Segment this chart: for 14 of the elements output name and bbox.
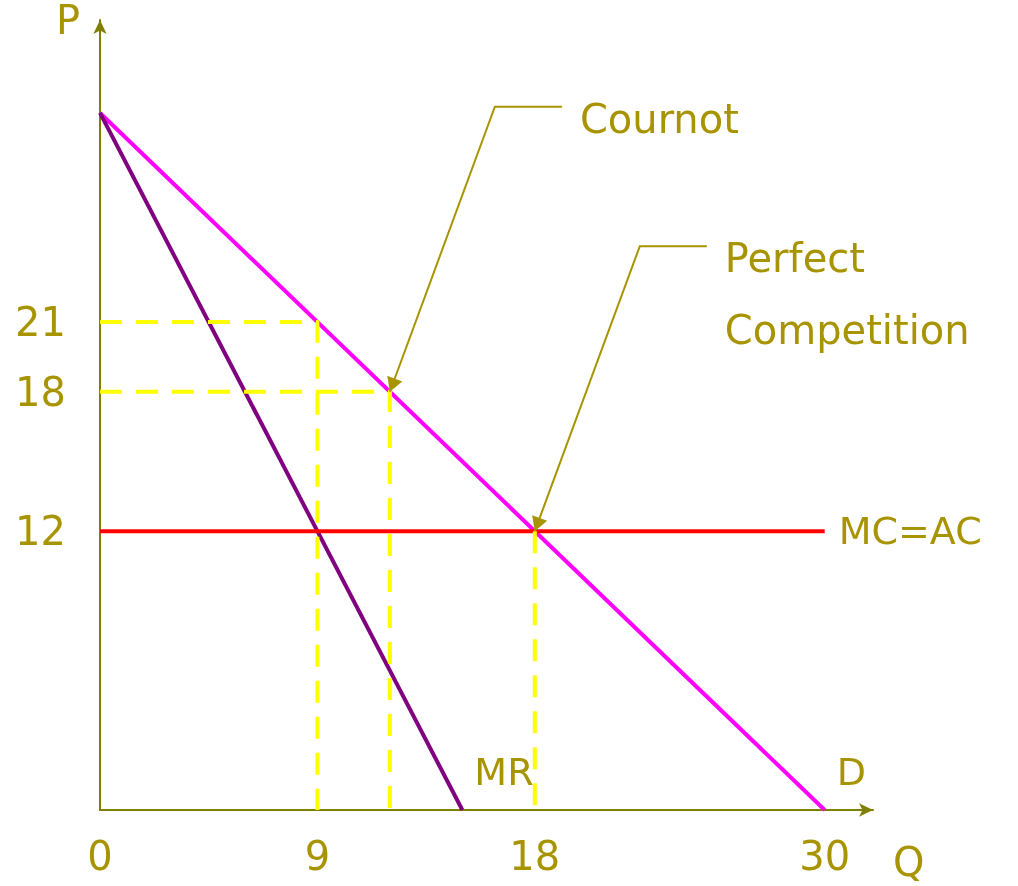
series-label: MR: [474, 750, 534, 794]
y-tick-label: 12: [15, 508, 66, 555]
y-axis-title: P: [55, 0, 80, 43]
y-tick-label: 21: [15, 299, 66, 346]
series-label: D: [836, 750, 866, 794]
annotation: Perfect Competition: [724, 235, 970, 354]
annotation: Cournot: [579, 95, 739, 142]
series-label: MC=AC: [838, 509, 982, 554]
x-axis-title: Q: [893, 839, 925, 885]
x-tick-label: 0: [87, 833, 113, 879]
x-tick-label: 9: [304, 833, 331, 879]
x-tick-label: 30: [799, 833, 851, 879]
x-tick-label: 18: [509, 833, 561, 879]
y-tick-label: 18: [15, 368, 66, 415]
